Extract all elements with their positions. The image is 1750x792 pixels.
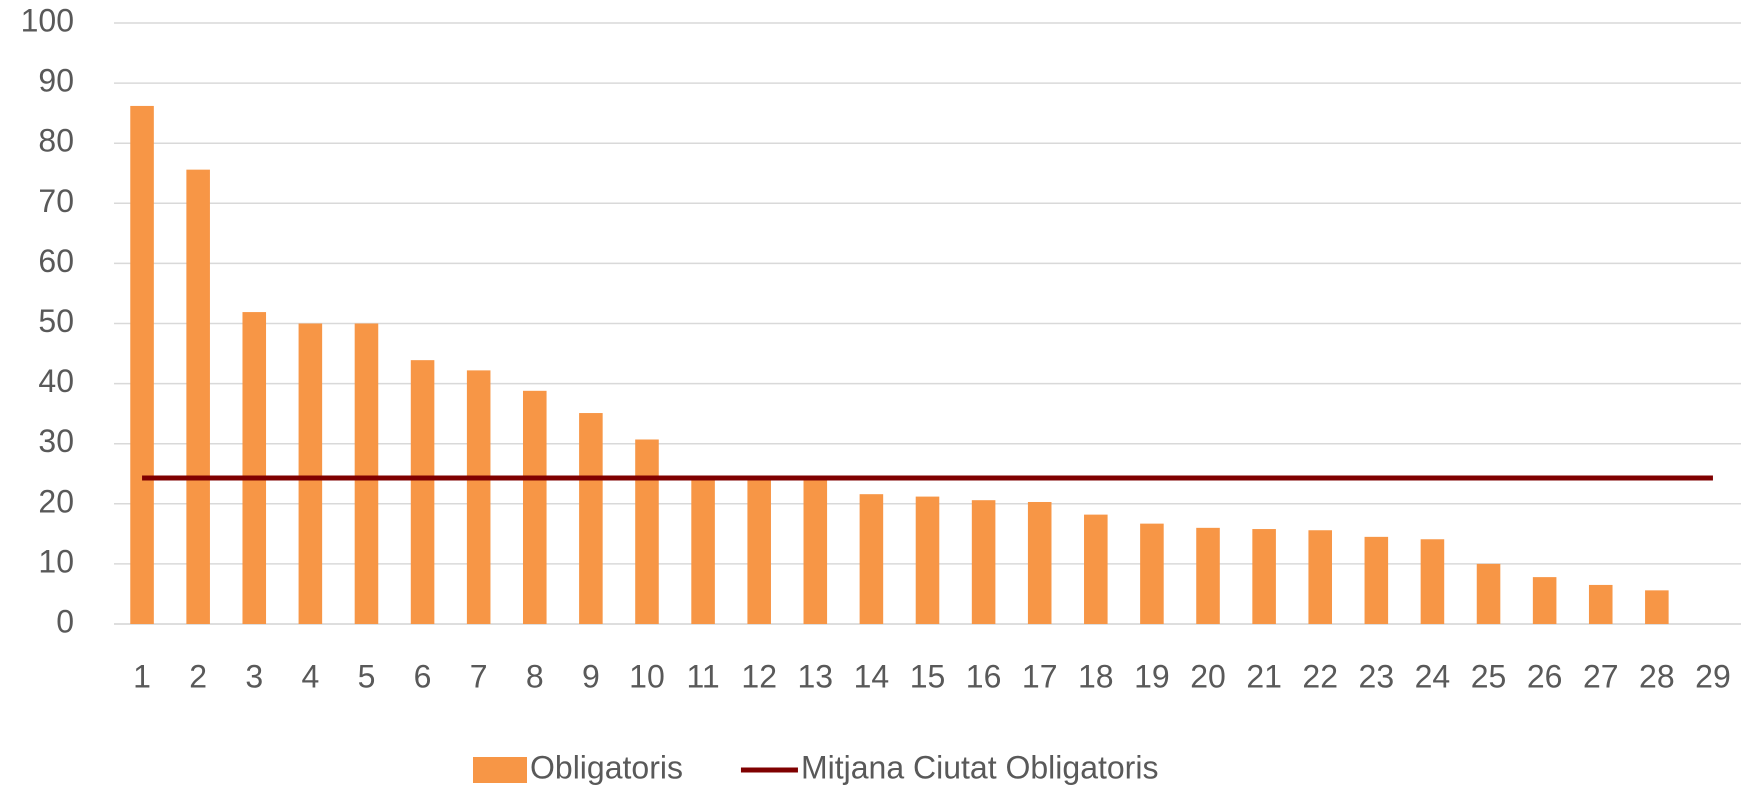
bar — [1476, 563, 1501, 624]
x-tick-label: 15 — [910, 658, 946, 694]
y-tick-label: 40 — [38, 363, 74, 399]
x-tick-label: 16 — [966, 658, 1002, 694]
bar — [1252, 529, 1276, 624]
bar — [747, 476, 771, 624]
x-tick-label: 21 — [1246, 658, 1282, 694]
x-tick-label: 23 — [1359, 658, 1395, 694]
bar — [915, 496, 940, 624]
x-tick-label: 20 — [1190, 658, 1226, 694]
y-tick-label: 20 — [38, 483, 74, 519]
x-tick-label: 5 — [358, 658, 376, 694]
y-tick-label: 0 — [56, 603, 74, 639]
x-tick-label: 24 — [1415, 658, 1451, 694]
bar — [298, 323, 323, 624]
y-tick-label: 10 — [38, 543, 74, 579]
x-tick-label: 10 — [629, 658, 665, 694]
x-tick-label: 13 — [797, 658, 833, 694]
bar — [1084, 514, 1108, 624]
x-tick-label: 17 — [1022, 658, 1058, 694]
y-tick-label: 80 — [38, 123, 74, 159]
y-tick-label: 30 — [38, 423, 74, 459]
x-tick-label: 1 — [133, 658, 151, 694]
y-tick-label: 70 — [38, 183, 74, 219]
legend-label: Obligatoris — [530, 749, 683, 785]
y-tick-label: 100 — [21, 2, 74, 38]
x-tick-label: 22 — [1302, 658, 1338, 694]
x-tick-label: 12 — [741, 658, 777, 694]
x-tick-label: 29 — [1695, 658, 1731, 694]
x-tick-label: 8 — [526, 658, 544, 694]
bar — [1645, 590, 1669, 624]
bar — [186, 169, 210, 625]
bar — [971, 500, 996, 624]
bar — [635, 439, 659, 624]
x-tick-label: 6 — [414, 658, 432, 694]
y-tick-label: 60 — [38, 243, 74, 279]
x-tick-label: 26 — [1527, 658, 1563, 694]
bar — [410, 360, 435, 624]
y-tick-label: 50 — [38, 303, 74, 339]
x-tick-label: 7 — [470, 658, 488, 694]
y-tick-label: 90 — [38, 63, 74, 99]
x-tick-label: 11 — [686, 658, 719, 694]
x-tick-label: 9 — [582, 658, 600, 694]
x-tick-label: 2 — [189, 658, 207, 694]
bar — [1588, 584, 1613, 624]
bar — [803, 476, 828, 624]
bar — [859, 494, 884, 624]
legend-label: Mitjana Ciutat Obligatoris — [801, 749, 1158, 785]
x-tick-label: 19 — [1134, 658, 1170, 694]
x-tick-label: 4 — [301, 658, 319, 694]
bar — [242, 312, 267, 624]
x-tick-label: 14 — [854, 658, 890, 694]
bar — [466, 370, 491, 624]
bar — [579, 413, 603, 624]
bar — [130, 105, 154, 625]
x-tick-label: 28 — [1639, 658, 1675, 694]
legend-swatch — [473, 757, 527, 783]
bar — [1308, 530, 1333, 624]
bar — [354, 323, 379, 624]
bar — [691, 476, 715, 624]
bar — [1140, 523, 1164, 624]
bar — [1532, 577, 1557, 624]
x-tick-label: 27 — [1583, 658, 1619, 694]
x-tick-label: 3 — [245, 658, 263, 694]
bar — [1364, 536, 1389, 624]
x-tick-label: 25 — [1471, 658, 1507, 694]
bar — [1196, 527, 1220, 624]
bar — [1420, 539, 1445, 624]
bar — [1027, 501, 1052, 624]
x-tick-label: 18 — [1078, 658, 1114, 694]
bar — [522, 390, 547, 624]
